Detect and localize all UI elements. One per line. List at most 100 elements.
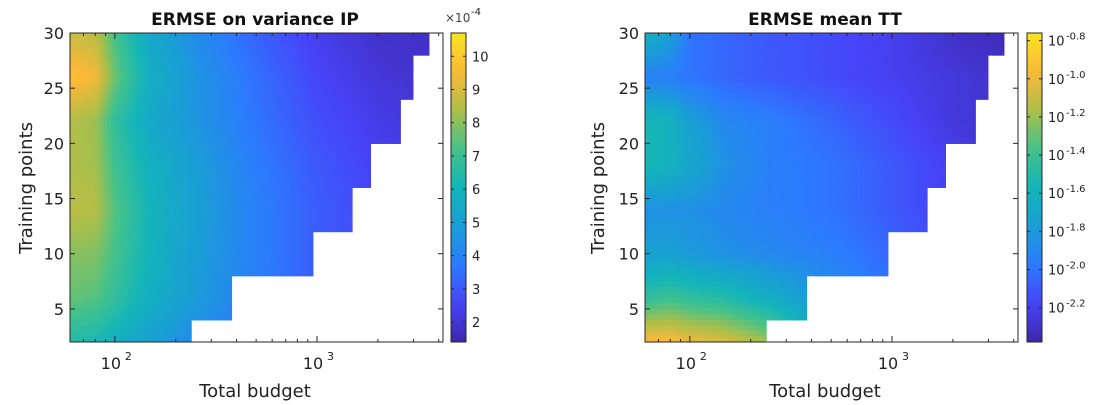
heatmap-cell: [157, 308, 162, 316]
heatmap-cell: [331, 198, 336, 205]
heatmap-cell: [165, 121, 171, 128]
heatmap-cell: [94, 237, 100, 244]
heatmap-cell: [128, 292, 133, 299]
heatmap-cell: [148, 165, 154, 172]
heatmap-cell: [239, 308, 245, 316]
heatmap-cell: [401, 281, 407, 288]
heatmap-cell: [123, 60, 129, 67]
heatmap-cell: [115, 99, 121, 106]
heatmap-cell: [314, 286, 320, 293]
heatmap-cell: [289, 170, 295, 178]
heatmap-cell: [314, 231, 320, 238]
heatmap-cell: [248, 154, 253, 161]
heatmap-cell: [347, 38, 353, 45]
heatmap-cell: [372, 55, 378, 62]
heatmap-cell: [231, 148, 237, 155]
heatmap-cell: [239, 242, 245, 249]
heatmap-cell: [194, 82, 200, 89]
heatmap-cell: [115, 292, 121, 299]
heatmap-cell: [235, 104, 241, 111]
heatmap-cell: [132, 330, 137, 338]
heatmap-cell: [322, 176, 328, 183]
heatmap-cell: [140, 110, 146, 117]
heatmap-cell: [169, 187, 175, 194]
heatmap-cell: [393, 82, 399, 89]
heatmap-cell: [239, 209, 245, 216]
heatmap-cell: [418, 110, 423, 117]
heatmap-cell: [268, 137, 274, 144]
heatmap-cell: [136, 226, 142, 233]
heatmap-cell: [111, 66, 117, 73]
heatmap-cell: [86, 38, 92, 45]
heatmap-cell: [302, 104, 307, 111]
heatmap-cell: [227, 330, 233, 338]
heatmap-cell: [202, 275, 208, 282]
heatmap-cell: [260, 88, 266, 95]
heatmap-cell: [331, 44, 336, 51]
heatmap-cell: [119, 88, 125, 95]
heatmap-cell: [422, 193, 428, 200]
heatmap-cell: [173, 181, 179, 189]
heatmap-cell: [252, 330, 258, 338]
heatmap-cell: [181, 308, 187, 316]
heatmap-cell: [289, 55, 295, 62]
heatmap-cell: [431, 72, 436, 78]
heatmap-cell: [326, 248, 332, 255]
heatmap-cell: [368, 88, 374, 95]
heatmap-cell: [372, 82, 378, 89]
heatmap-cell: [94, 170, 100, 178]
heatmap-cell: [78, 314, 84, 321]
heatmap-cell: [148, 209, 154, 216]
heatmap-cell: [409, 176, 415, 183]
heatmap-cell: [405, 204, 411, 211]
heatmap-cell: [343, 104, 349, 111]
heatmap-cell: [70, 209, 75, 216]
heatmap-cell: [326, 82, 332, 89]
heatmap-cell: [418, 121, 423, 128]
heatmap-cell: [103, 198, 108, 205]
heatmap-cell: [231, 187, 237, 194]
heatmap-cell: [119, 159, 125, 167]
heatmap-cell: [157, 292, 162, 299]
heatmap-cell: [165, 237, 171, 244]
heatmap-cell: [310, 259, 316, 266]
heatmap-cell: [239, 264, 245, 271]
heatmap-cell: [384, 165, 390, 172]
heatmap-cell: [123, 193, 129, 200]
heatmap-cell: [181, 93, 187, 100]
heatmap-cell: [181, 148, 187, 155]
heatmap-cell: [70, 55, 75, 62]
heatmap-cell: [418, 44, 423, 51]
heatmap-cell: [318, 88, 324, 95]
heatmap-cell: [355, 193, 361, 200]
heatmap-cell: [190, 248, 195, 255]
heatmap-cell: [364, 215, 369, 222]
heatmap-cell: [223, 259, 229, 266]
heatmap-cell: [293, 115, 299, 122]
heatmap-cell: [413, 314, 419, 321]
heatmap-cell: [376, 93, 382, 100]
heatmap-cell: [190, 143, 195, 150]
heatmap-cell: [186, 275, 191, 282]
heatmap-cell: [322, 159, 328, 167]
heatmap-cell: [389, 55, 394, 62]
heatmap-cell: [293, 270, 299, 277]
heatmap-cell: [210, 187, 216, 194]
heatmap-cell: [384, 237, 390, 244]
heatmap-cell: [186, 104, 191, 111]
heatmap-cell: [306, 286, 311, 293]
heatmap-cell: [190, 55, 195, 62]
heatmap-cell: [409, 259, 415, 266]
heatmap-cell: [248, 319, 253, 327]
heatmap-cell: [173, 110, 179, 117]
heatmap-cell: [260, 55, 266, 62]
heatmap-cell: [426, 176, 430, 183]
heatmap-cell: [343, 303, 349, 310]
heatmap-cell: [310, 159, 316, 167]
heatmap-cell: [273, 297, 278, 304]
heatmap-cell: [78, 248, 84, 255]
heatmap-cell: [405, 187, 411, 194]
heatmap-cell: [107, 170, 113, 178]
heatmap-cell: [322, 154, 328, 161]
heatmap-cell: [409, 121, 415, 128]
